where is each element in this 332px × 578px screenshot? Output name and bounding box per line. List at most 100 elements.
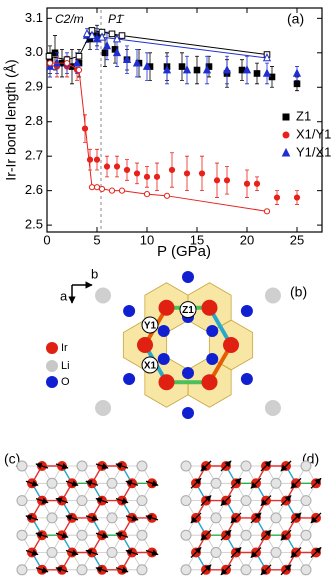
marker	[262, 68, 272, 77]
x-tick-label: 10	[140, 232, 154, 247]
spin-arrow	[85, 549, 99, 556]
y-tick-label: 2.5	[25, 217, 43, 232]
o-atom	[157, 353, 170, 365]
li-site	[210, 547, 222, 558]
marker	[103, 163, 111, 170]
marker	[112, 47, 122, 57]
x-tick-label: 5	[93, 232, 100, 247]
ir-atom	[201, 374, 218, 391]
marker	[75, 66, 83, 74]
y-tick-label: 3.1	[25, 10, 43, 25]
marker	[98, 185, 106, 193]
bond-tag	[141, 356, 159, 374]
spin-arrow	[95, 497, 109, 504]
li-atom	[264, 287, 281, 304]
x-tick-label: 25	[290, 232, 304, 247]
o-atom	[123, 305, 136, 317]
y-tick-label: 2.7	[25, 148, 43, 163]
li-site	[16, 460, 28, 472]
marker	[293, 194, 301, 201]
li-site	[270, 547, 282, 558]
plot-frame	[46, 7, 323, 233]
phase-label: P1̄	[108, 12, 125, 26]
marker	[182, 65, 192, 74]
spin-arrow	[200, 460, 212, 472]
o-atom	[182, 271, 194, 283]
marker	[143, 173, 151, 180]
marker	[118, 32, 126, 39]
marker	[253, 70, 261, 77]
spin-arrow	[290, 547, 302, 558]
li-site	[106, 547, 118, 558]
ir-atom	[46, 342, 58, 354]
li-site	[46, 477, 58, 489]
spin-arrow	[55, 566, 69, 573]
legend-label: Y1/X1	[296, 144, 331, 159]
panel-label: (a)	[287, 11, 304, 27]
marker	[108, 30, 116, 38]
legend-label: Li	[61, 360, 70, 372]
spin-arrow	[145, 480, 159, 487]
spin-arrow	[35, 566, 49, 574]
marker	[178, 63, 186, 70]
calc-line	[50, 62, 268, 212]
spin-arrow	[250, 547, 262, 558]
spin-arrow	[145, 514, 159, 521]
marker	[292, 68, 302, 77]
spin-arrow	[55, 532, 69, 539]
spin-arrow	[35, 497, 49, 504]
spin-arrow	[310, 477, 322, 489]
spin-arrow	[95, 532, 109, 539]
li-site	[210, 477, 222, 489]
li-site	[16, 564, 28, 576]
spin-arrow	[125, 514, 139, 522]
spin-arrow	[190, 477, 202, 489]
spin-arrow	[280, 529, 292, 541]
bond-label: Y1	[144, 321, 157, 332]
marker	[222, 65, 232, 74]
spin-arrow	[200, 564, 212, 576]
li-atom	[95, 287, 112, 304]
marker	[132, 58, 142, 67]
marker	[93, 156, 101, 163]
li-site	[76, 495, 88, 507]
marker	[97, 32, 107, 41]
marker	[183, 170, 191, 177]
li-site	[300, 564, 312, 576]
marker	[101, 49, 109, 57]
ir-atom	[158, 374, 175, 391]
marker	[112, 34, 122, 43]
marker	[82, 28, 92, 38]
spin-arrow	[290, 512, 302, 524]
li-site	[180, 460, 192, 472]
marker	[262, 53, 272, 62]
marker	[63, 60, 71, 67]
li-site	[76, 529, 88, 541]
x-axis-label: P (GPa)	[157, 243, 211, 260]
spin-arrow	[145, 549, 159, 556]
marker	[86, 156, 94, 163]
o-atom	[206, 353, 219, 365]
o-atom	[46, 376, 58, 388]
marker	[113, 163, 121, 170]
li-site	[210, 512, 222, 524]
y-axis-label: Ir-Ir bond length (Å)	[3, 59, 19, 180]
o-atom	[206, 325, 219, 337]
li-site	[240, 460, 252, 472]
spin-arrow	[230, 547, 242, 558]
marker	[268, 73, 276, 81]
li-site	[300, 460, 312, 472]
li-site	[300, 495, 312, 507]
marker	[168, 166, 176, 174]
o-atom	[240, 373, 253, 385]
marker	[87, 30, 97, 39]
marker	[242, 65, 252, 74]
marker	[243, 180, 251, 187]
spin-arrow	[280, 564, 292, 576]
li-atom	[95, 400, 112, 416]
spin-arrow	[55, 497, 69, 504]
marker	[253, 180, 261, 187]
marker	[153, 173, 161, 180]
bond-label: X1	[144, 361, 157, 372]
